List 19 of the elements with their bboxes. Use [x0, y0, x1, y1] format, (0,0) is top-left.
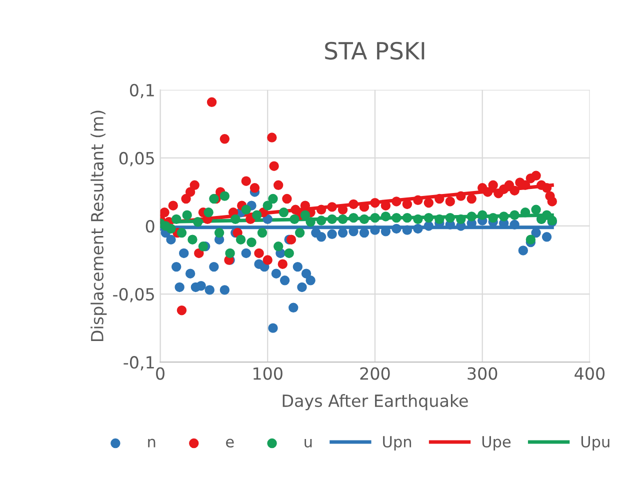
- x-tick-label: 200: [360, 367, 390, 380]
- x-tick-label: 400: [574, 367, 605, 380]
- y-tick-label: -0,1: [124, 356, 154, 370]
- x-tick-label: 100: [254, 367, 282, 380]
- x-tick-label: 0: [156, 367, 164, 380]
- legend-label: e: [226, 438, 234, 448]
- y-tick-label: 0,05: [119, 152, 154, 166]
- legend-label: n: [148, 438, 156, 448]
- chart-title: STA PSKI: [325, 42, 424, 60]
- legend-label: Upe: [482, 436, 511, 450]
- legend-label: Upu: [581, 436, 610, 450]
- x-axis-title: Days After Earthquake: [282, 394, 468, 410]
- legend-label: u: [304, 438, 312, 448]
- legend-label: Upn: [383, 436, 412, 450]
- x-tick-label: 300: [468, 367, 498, 380]
- y-axis-title: Displacement Resultant (m): [90, 110, 107, 341]
- y-tick-label: 0,1: [130, 84, 154, 98]
- y-tick-label: -0,05: [113, 288, 154, 302]
- y-tick-label: 0: [146, 220, 154, 233]
